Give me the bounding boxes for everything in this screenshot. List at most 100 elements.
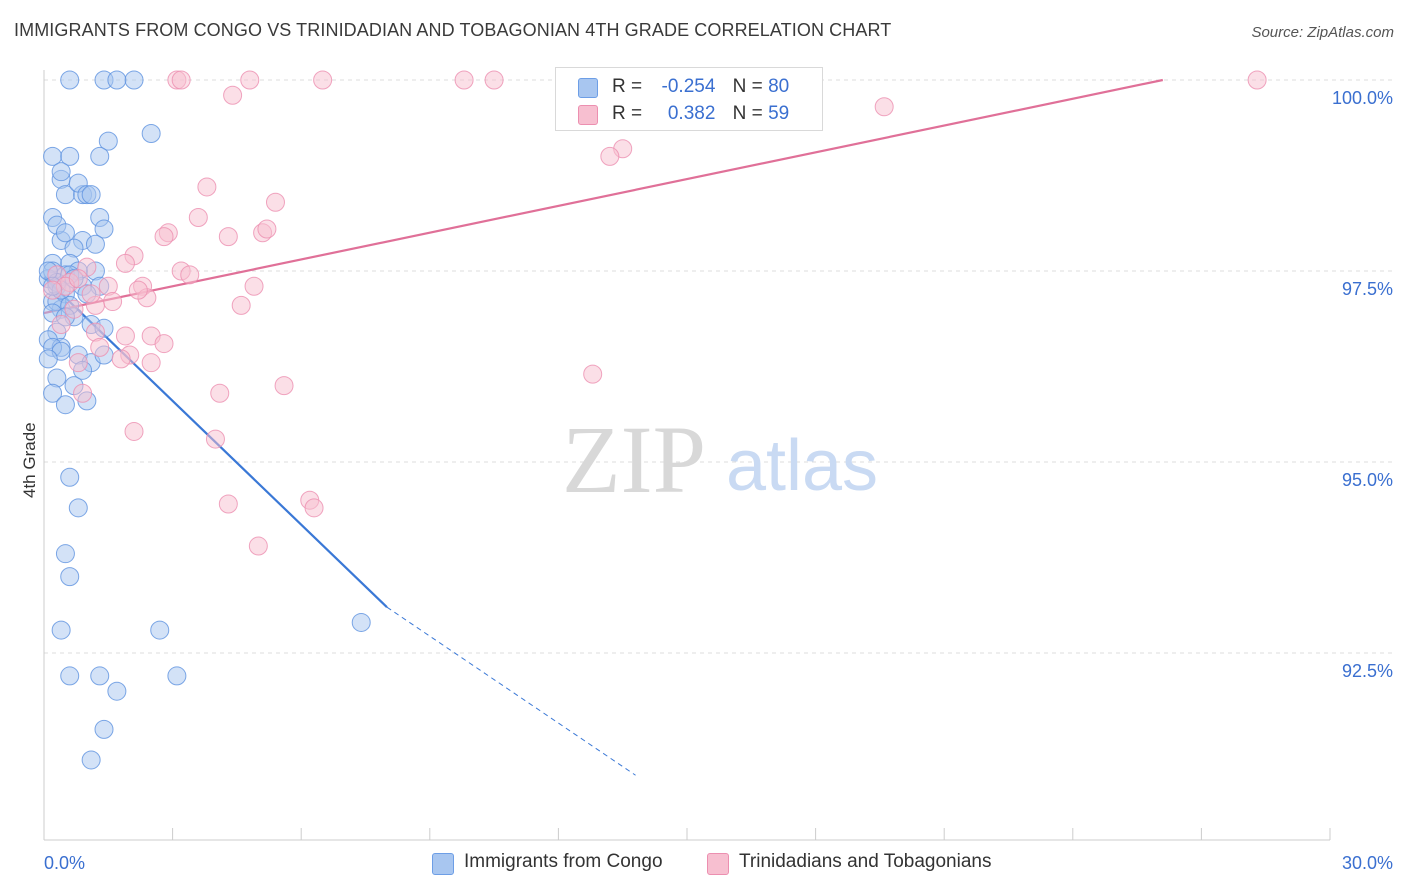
bottom-legend-swatch-congo xyxy=(432,853,454,875)
data-point xyxy=(600,146,620,166)
data-points xyxy=(38,70,1267,770)
legend-n-value: 80 xyxy=(768,76,790,97)
data-point xyxy=(55,544,75,564)
data-point xyxy=(154,227,174,247)
data-point xyxy=(265,192,285,212)
data-point xyxy=(874,97,894,117)
data-point xyxy=(274,376,294,396)
data-point xyxy=(68,269,88,289)
legend-swatch-trinidad xyxy=(578,105,598,125)
data-point xyxy=(257,219,277,239)
legend-n-value: 59 xyxy=(768,103,790,124)
legend-r-value: -0.254 xyxy=(661,76,716,97)
data-point xyxy=(583,364,603,384)
data-point xyxy=(43,383,63,403)
legend-r-value: 0.382 xyxy=(667,103,716,124)
data-point xyxy=(81,284,101,304)
data-point xyxy=(85,234,105,254)
data-point xyxy=(103,292,123,312)
data-point xyxy=(128,280,148,300)
legend-r-label: R = xyxy=(612,103,643,124)
watermark-atlas: atlas xyxy=(726,426,878,506)
data-point xyxy=(244,276,264,296)
source-label: Source: ZipAtlas.com xyxy=(1251,24,1394,41)
data-point xyxy=(55,223,75,243)
data-point xyxy=(60,70,80,90)
bottom-legend-label-congo: Immigrants from Congo xyxy=(464,851,663,872)
data-point xyxy=(60,567,80,587)
data-point xyxy=(55,395,75,415)
x-tick-label: 30.0% xyxy=(1342,853,1393,873)
data-point xyxy=(313,70,333,90)
data-point xyxy=(484,70,504,90)
data-point xyxy=(218,494,238,514)
y-tick-label: 95.0% xyxy=(1342,470,1393,490)
legend-n-label: N = xyxy=(732,103,763,124)
data-point xyxy=(81,185,101,205)
data-point xyxy=(43,280,63,300)
data-point xyxy=(150,620,170,640)
data-point xyxy=(51,162,71,182)
data-point xyxy=(171,70,191,90)
data-point xyxy=(167,666,187,686)
data-point xyxy=(60,666,80,686)
data-point xyxy=(64,299,84,319)
data-point xyxy=(124,421,144,441)
data-point xyxy=(60,467,80,487)
legend-swatch-congo xyxy=(578,78,598,98)
data-point xyxy=(210,383,230,403)
data-point xyxy=(73,383,93,403)
data-point xyxy=(107,70,127,90)
data-point xyxy=(38,349,58,369)
x-tick-label: 0.0% xyxy=(44,853,85,873)
data-point xyxy=(180,265,200,285)
trend-line-congo-extension xyxy=(386,606,636,776)
data-point xyxy=(81,750,101,770)
legend-r-label: R = xyxy=(612,76,643,97)
data-point xyxy=(454,70,474,90)
data-point xyxy=(90,146,110,166)
data-point xyxy=(188,208,208,228)
data-point xyxy=(94,719,114,739)
data-point xyxy=(304,498,324,518)
data-point xyxy=(240,70,260,90)
axes xyxy=(43,70,1331,841)
data-point xyxy=(223,85,243,105)
data-point xyxy=(51,620,71,640)
y-tick-label: 97.5% xyxy=(1342,279,1393,299)
data-point xyxy=(115,253,135,273)
data-point xyxy=(51,314,71,334)
data-point xyxy=(107,681,127,701)
data-point xyxy=(248,536,268,556)
data-point xyxy=(154,334,174,354)
data-point xyxy=(197,177,217,197)
series-trinidad xyxy=(43,70,1267,556)
chart-title: IMMIGRANTS FROM CONGO VS TRINIDADIAN AND… xyxy=(14,20,892,40)
watermark-zip: ZIP xyxy=(562,406,706,513)
y-tick-label: 92.5% xyxy=(1342,661,1393,681)
data-point xyxy=(90,666,110,686)
tick-labels: 100.0% 97.5% 95.0% 92.5% 0.0% 30.0% xyxy=(44,88,1393,873)
series-congo xyxy=(38,70,371,770)
data-point xyxy=(90,337,110,357)
data-point xyxy=(60,146,80,166)
y-tick-label: 100.0% xyxy=(1332,88,1393,108)
data-point xyxy=(351,612,371,632)
data-point xyxy=(68,498,88,518)
data-point xyxy=(141,353,161,373)
data-point xyxy=(1247,70,1267,90)
data-point xyxy=(94,219,114,239)
trend-line-trinidad xyxy=(43,78,1164,315)
bottom-legend-label-trinidad: Trinidadians and Tobagonians xyxy=(739,851,992,872)
data-point xyxy=(231,295,251,315)
data-point xyxy=(124,70,144,90)
data-point xyxy=(98,131,118,151)
bottom-legend-swatch-trinidad xyxy=(707,853,729,875)
data-point xyxy=(68,353,88,373)
data-point xyxy=(141,123,161,143)
data-point xyxy=(218,227,238,247)
gridlines xyxy=(44,79,1392,654)
data-point xyxy=(111,349,131,369)
correlation-legend: R = -0.254 N = 80 R = 0.382 N = 59 xyxy=(555,67,823,131)
